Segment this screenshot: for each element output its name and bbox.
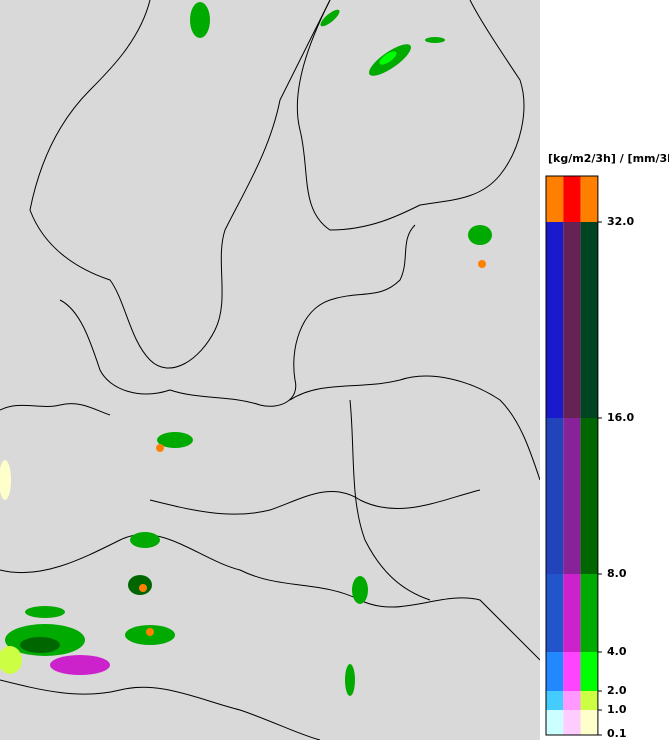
- precipitation: [0, 2, 492, 696]
- legend-tick-label: 32.0: [607, 215, 634, 228]
- legend-band: [580, 691, 598, 710]
- legend-band: [563, 418, 581, 574]
- legend-band: [563, 222, 581, 418]
- legend-frame: [545, 175, 599, 736]
- legend-band: [546, 222, 564, 418]
- legend-band: [546, 691, 564, 710]
- legend-band: [546, 418, 564, 574]
- legend-band: [580, 652, 598, 691]
- legend-band: [580, 574, 598, 652]
- legend-band: [580, 222, 598, 418]
- legend-band: [563, 691, 581, 710]
- legend-band: [546, 176, 564, 222]
- legend-tick-label: 2.0: [607, 684, 627, 697]
- legend-tick-label: 16.0: [607, 411, 634, 424]
- legend-tick-label: 4.0: [607, 645, 627, 658]
- legend-band: [563, 176, 581, 222]
- legend-band: [563, 652, 581, 691]
- legend-band: [563, 710, 581, 735]
- legend-band: [546, 652, 564, 691]
- map-background: [0, 0, 540, 740]
- legend-band: [546, 710, 564, 735]
- legend-tick-label: 8.0: [607, 567, 627, 580]
- legend-tick-label: 0.1: [607, 727, 627, 740]
- legend-tick-label: 1.0: [607, 703, 627, 716]
- legend-band: [580, 418, 598, 574]
- coastlines: [0, 0, 541, 740]
- legend-band: [580, 176, 598, 222]
- legend-band: [546, 574, 564, 652]
- legend-title: [kg/m2/3h] / [mm/3h]: [548, 152, 669, 165]
- legend-band: [563, 574, 581, 652]
- legend-band: [580, 710, 598, 735]
